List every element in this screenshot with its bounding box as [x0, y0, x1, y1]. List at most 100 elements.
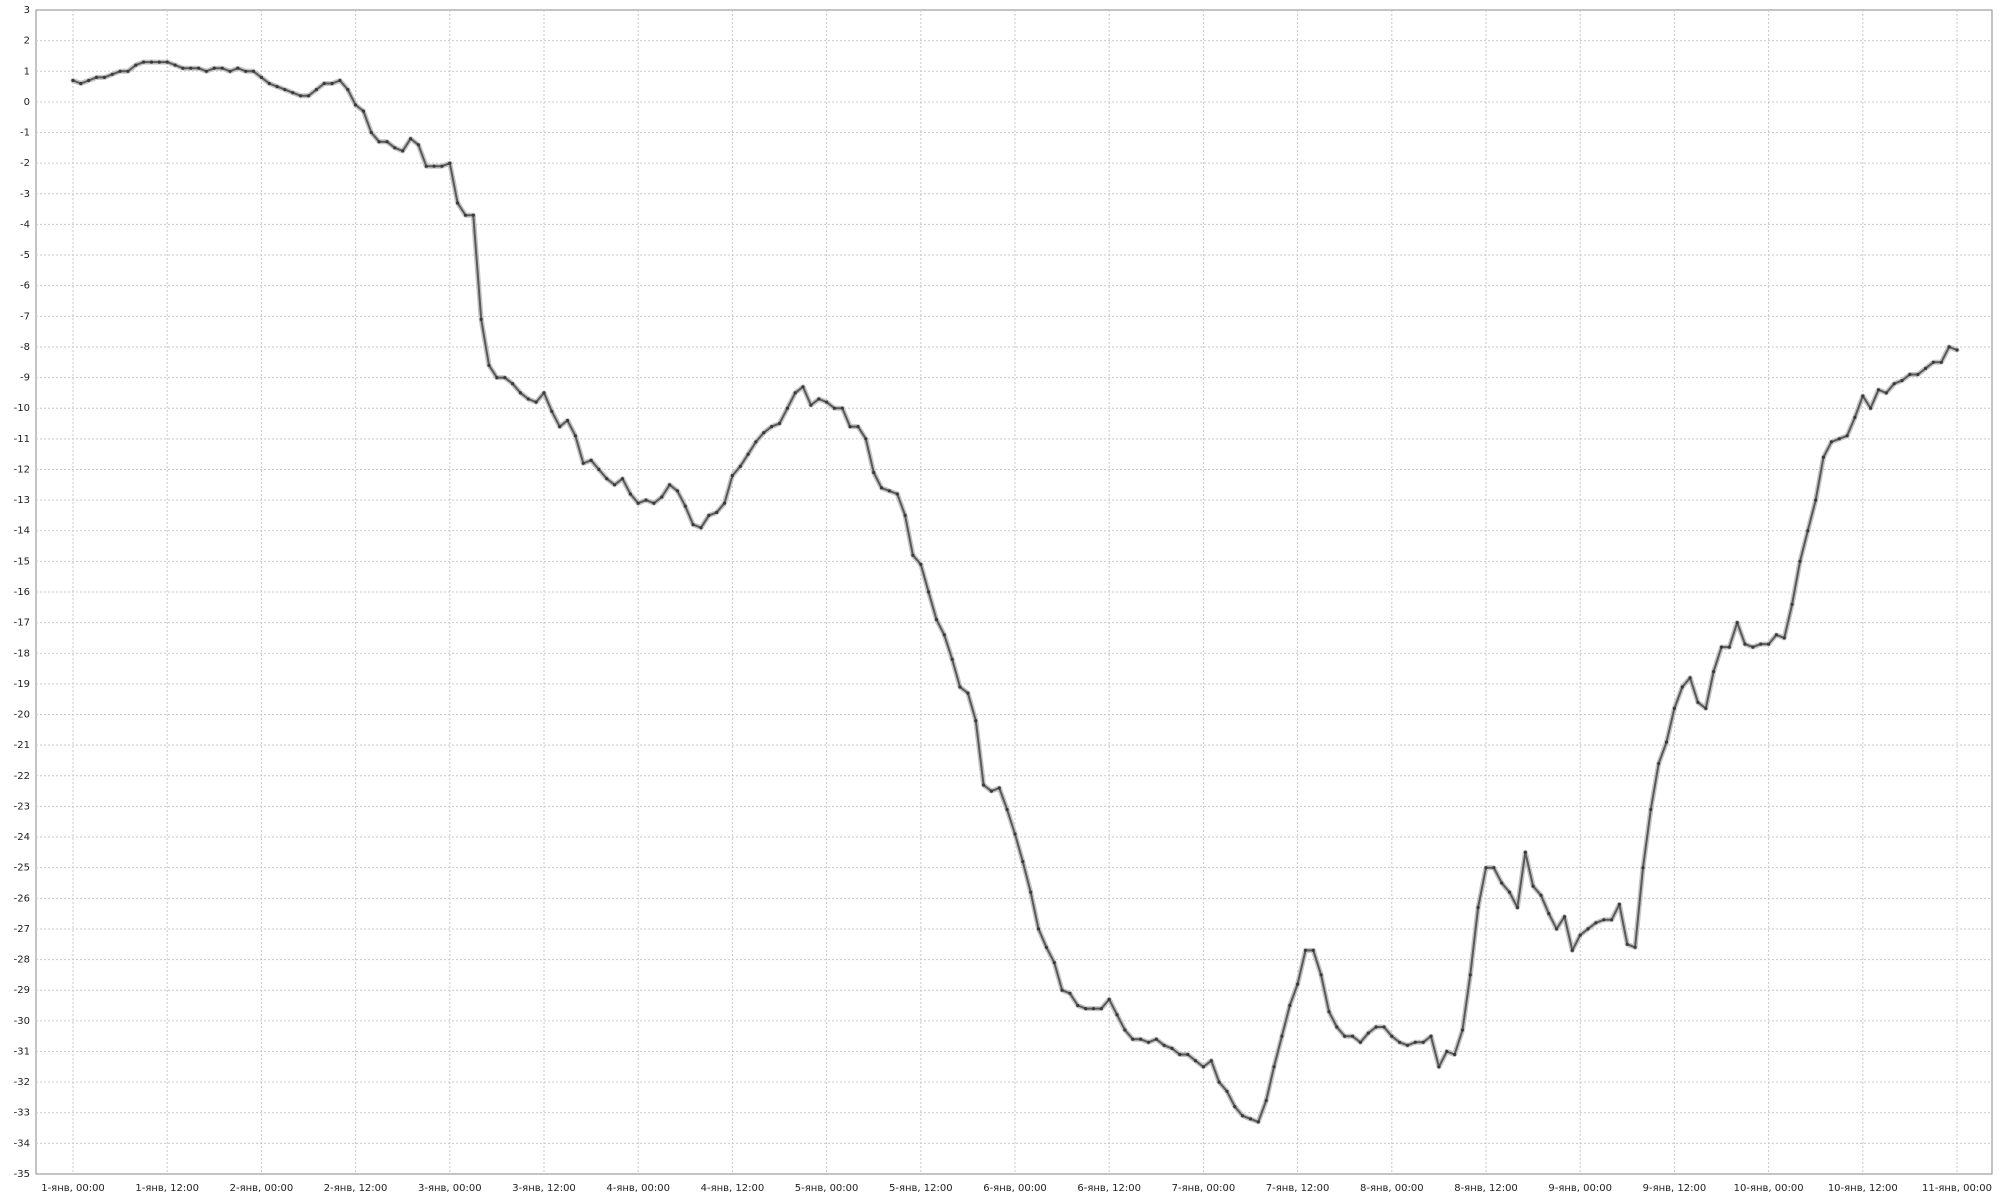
data-point — [71, 78, 75, 83]
x-tick-label: 1-янв, 00:00 — [41, 1183, 105, 1194]
data-point — [1036, 927, 1041, 931]
data-point — [777, 421, 782, 426]
data-point — [1044, 945, 1048, 949]
data-point — [950, 657, 954, 662]
data-point — [1170, 1046, 1174, 1050]
y-tick-label: -22 — [14, 771, 30, 782]
data-point — [251, 69, 256, 73]
data-point — [1154, 1037, 1158, 1041]
data-point — [1327, 1010, 1331, 1014]
data-point — [1193, 1059, 1198, 1063]
data-point — [510, 382, 515, 386]
data-point — [620, 477, 625, 481]
x-tick-label: 9-янв, 00:00 — [1548, 1183, 1612, 1194]
data-point — [1264, 1098, 1268, 1103]
data-point — [369, 130, 373, 135]
data-point — [1555, 927, 1559, 931]
data-point — [1460, 1028, 1465, 1032]
data-point — [966, 691, 970, 695]
data-point — [228, 69, 232, 73]
data-point — [244, 69, 248, 73]
data-point — [840, 406, 844, 410]
data-point — [1374, 1025, 1378, 1029]
data-point — [1641, 866, 1645, 870]
data-point — [275, 85, 279, 89]
y-tick-label: -20 — [14, 710, 30, 721]
data-point — [1649, 807, 1653, 812]
y-tick-label: -3 — [20, 189, 30, 200]
data-point — [605, 477, 609, 481]
x-tick-label: 6-янв, 12:00 — [1077, 1183, 1141, 1194]
data-point — [1005, 807, 1009, 812]
x-tick-label: 10-янв, 12:00 — [1828, 1183, 1898, 1194]
data-point — [1939, 360, 1943, 364]
data-point — [1225, 1089, 1229, 1093]
data-point — [1507, 890, 1512, 894]
data-point — [1947, 345, 1951, 349]
data-point — [691, 523, 695, 527]
data-point — [1445, 1049, 1449, 1054]
y-tick-label: -21 — [14, 740, 30, 751]
data-point — [1115, 1013, 1119, 1017]
data-point — [1759, 642, 1763, 646]
data-point — [597, 467, 601, 472]
data-point — [628, 492, 633, 496]
y-axis-ticks: 3 2 1 0 -1 -2 -3 -4 -5 -6 -7 -8 -9 -10 -11 -12 -13 -14 -15… — [14, 5, 30, 1180]
data-point — [1523, 850, 1527, 855]
data-point — [1704, 706, 1708, 711]
y-tick-label: -29 — [14, 985, 30, 996]
data-point — [1790, 602, 1794, 606]
data-point — [409, 137, 413, 141]
data-point — [738, 464, 742, 468]
data-point — [699, 526, 703, 530]
y-tick-label: -34 — [14, 1138, 30, 1149]
data-point — [1861, 394, 1865, 398]
data-point — [668, 483, 672, 487]
data-point — [102, 75, 106, 79]
data-point — [856, 425, 860, 429]
data-point — [1884, 391, 1888, 395]
data-point — [361, 109, 365, 113]
data-point — [1248, 1117, 1253, 1121]
data-point — [573, 434, 578, 438]
data-point — [338, 78, 342, 83]
data-point — [675, 489, 680, 493]
y-tick-label: -15 — [14, 556, 30, 567]
data-point — [424, 164, 428, 168]
data-point — [1782, 636, 1786, 640]
data-point — [1201, 1065, 1205, 1069]
data-point — [895, 492, 899, 496]
data-point — [754, 440, 758, 444]
data-point — [801, 385, 805, 389]
data-point — [1468, 973, 1472, 977]
data-point — [314, 88, 318, 92]
data-point — [1421, 1040, 1425, 1044]
y-tick-label: -26 — [14, 893, 30, 904]
data-point — [157, 60, 161, 64]
data-point — [134, 63, 138, 67]
data-point — [479, 317, 483, 321]
data-point — [1099, 1007, 1103, 1011]
data-point — [1217, 1080, 1221, 1084]
y-tick-label: -30 — [14, 1016, 30, 1027]
data-point — [1680, 685, 1684, 689]
data-point — [471, 213, 475, 217]
y-tick-label: 2 — [24, 36, 30, 47]
data-point — [613, 483, 617, 487]
data-point — [1719, 645, 1724, 649]
data-point — [1751, 645, 1755, 649]
data-point — [817, 397, 821, 401]
data-point — [1664, 740, 1669, 744]
data-point — [1876, 388, 1881, 392]
x-tick-label: 2-янв, 00:00 — [230, 1183, 294, 1194]
data-point — [1303, 948, 1308, 953]
data-point — [989, 789, 994, 793]
y-tick-label: -27 — [14, 924, 30, 935]
y-tick-label: -1 — [20, 128, 30, 139]
y-tick-label: -32 — [14, 1077, 30, 1088]
data-point — [1735, 621, 1739, 625]
data-point — [126, 69, 130, 73]
data-point — [762, 431, 766, 435]
data-point — [1484, 866, 1488, 870]
